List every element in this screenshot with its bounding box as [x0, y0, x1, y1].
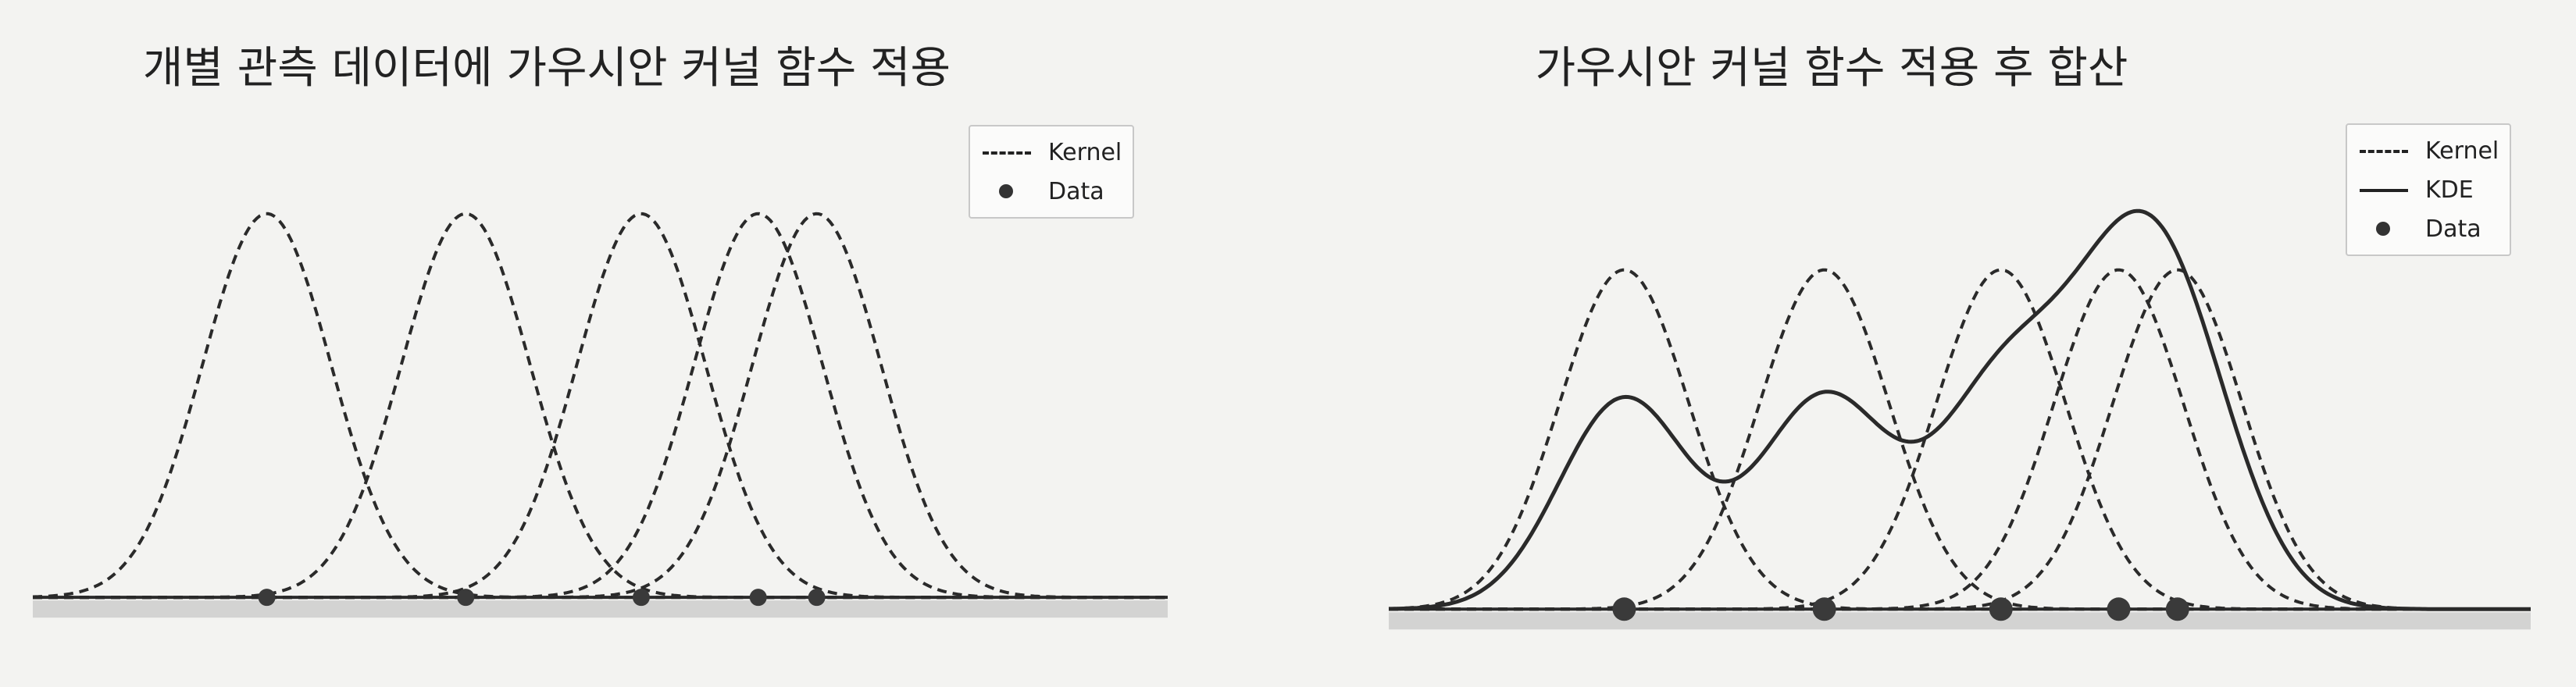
data-point-2 — [457, 589, 475, 607]
kernel-curve-5 — [1389, 268, 2531, 611]
chart-title: 가우시안 커널 함수 적용 후 합산 — [1535, 43, 2128, 94]
legend-label: Data — [2425, 215, 2481, 243]
kernel-curve-2 — [1389, 268, 2531, 611]
solid-line-icon — [2357, 182, 2411, 198]
chart-legend: Kernel Data — [969, 125, 1135, 219]
legend-label: Data — [1048, 177, 1104, 205]
data-point-5 — [808, 589, 826, 607]
legend-entry-kernel: Kernel — [2357, 131, 2499, 170]
legend-label: Kernel — [1048, 138, 1122, 166]
legend-entry-kernel: Kernel — [979, 133, 1122, 172]
data-point-4 — [2107, 597, 2131, 621]
right-plot-svg — [1388, 208, 2531, 630]
kernel-curve-3 — [1389, 268, 2531, 611]
baseline-band — [1389, 612, 2531, 630]
dot-marker-icon — [2357, 221, 2411, 237]
data-point-5 — [2165, 597, 2189, 621]
chart-title: 개별 관측 데이터에 가우시안 커널 함수 적용 — [142, 43, 951, 94]
data-point-3 — [632, 589, 650, 607]
kernel-curve-4 — [33, 212, 1168, 600]
kernel-curve-1 — [32, 212, 1168, 600]
legend-entry-kde: KDE — [2357, 170, 2499, 209]
left-plot-svg — [32, 212, 1168, 618]
kernel-curve-1 — [1388, 268, 2531, 611]
data-point-3 — [1989, 597, 2013, 621]
chart-legend: Kernel KDE Data — [2346, 123, 2512, 256]
dashed-line-icon — [2357, 143, 2411, 158]
kernel-curve-5 — [33, 212, 1168, 600]
legend-entry-data: Data — [2357, 209, 2499, 248]
legend-entry-data: Data — [979, 172, 1122, 211]
data-point-2 — [1812, 597, 1836, 621]
kde-curve — [1389, 208, 2531, 611]
kernel-curve-3 — [33, 212, 1168, 600]
data-point-1 — [1612, 597, 1636, 621]
kernel-curve-4 — [1389, 268, 2531, 611]
right-chart-panel: 가우시안 커널 함수 적용 후 합산 Kernel KDE Data — [1343, 0, 2576, 687]
data-point-4 — [749, 589, 767, 607]
data-point-1 — [258, 589, 276, 607]
dashed-line-icon — [979, 144, 1034, 160]
left-chart-panel: 개별 관측 데이터에 가우시안 커널 함수 적용 Kernel Data — [0, 0, 1218, 687]
baseline-band — [33, 600, 1168, 618]
dot-marker-icon — [979, 183, 1034, 199]
legend-label: KDE — [2425, 176, 2474, 204]
legend-label: Kernel — [2425, 137, 2499, 165]
kernel-curve-2 — [33, 212, 1168, 600]
